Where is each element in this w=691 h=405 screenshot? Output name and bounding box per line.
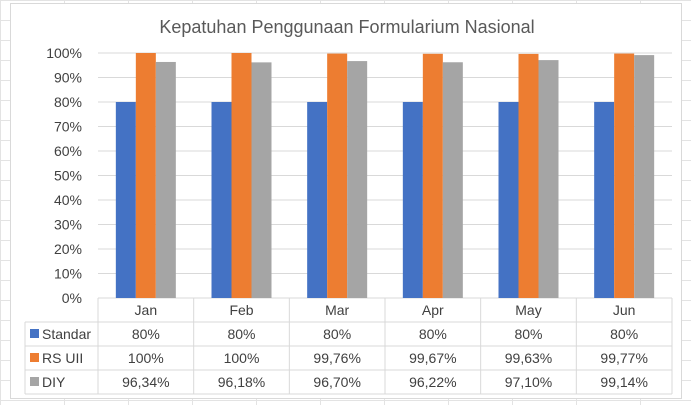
chart-svg: Kepatuhan Penggunaan Formularium Nasiona… <box>24 17 673 395</box>
category-label: Apr <box>422 302 444 318</box>
data-label: 99,63% <box>505 350 552 366</box>
y-axis: 0% 10% 20% 30% 40% 50% 60% 70% 80% 90% 100% <box>46 45 82 306</box>
bar-standar <box>307 102 328 298</box>
legend-label: Standar <box>42 326 91 342</box>
bar-rs-uii <box>518 53 539 299</box>
data-label: 80% <box>514 326 542 342</box>
data-label: 80% <box>323 326 351 342</box>
data-label: 100% <box>128 350 164 366</box>
bar-diy <box>634 55 655 299</box>
bars <box>115 53 655 299</box>
bar-diy <box>442 62 463 298</box>
legend-label: RS UII <box>42 350 83 366</box>
bar-standar <box>594 102 615 298</box>
y-tick-label: 100% <box>46 45 82 61</box>
data-label: 99,76% <box>313 350 360 366</box>
category-label: May <box>515 302 541 318</box>
data-label: 99,67% <box>409 350 456 366</box>
bar-rs-uii <box>135 53 156 298</box>
data-label: 80% <box>227 326 255 342</box>
data-label: 100% <box>224 350 260 366</box>
data-label: 80% <box>132 326 160 342</box>
data-label: 80% <box>610 326 638 342</box>
chart-area[interactable]: Kepatuhan Penggunaan Formularium Nasiona… <box>10 3 682 399</box>
bar-rs-uii <box>422 53 443 298</box>
data-label: 96,34% <box>122 374 169 390</box>
legend-label: DIY <box>42 374 66 390</box>
data-label: 96,18% <box>218 374 265 390</box>
data-label: 99,14% <box>600 374 647 390</box>
data-label: 96,70% <box>313 374 360 390</box>
bar-diy <box>347 61 368 299</box>
y-tick-label: 0% <box>62 290 82 306</box>
legend-key-diy <box>30 377 39 386</box>
data-table: Jan Feb Mar Apr May Jun Standar 80% 80% 80% 80% 80%… <box>24 298 673 395</box>
bar-standar <box>211 102 232 298</box>
category-label: Jun <box>613 302 636 318</box>
y-tick-label: 60% <box>54 143 82 159</box>
chart-title: Kepatuhan Penggunaan Formularium Nasiona… <box>159 17 534 37</box>
y-tick-label: 40% <box>54 192 82 208</box>
y-tick-label: 80% <box>54 94 82 110</box>
y-tick-label: 50% <box>54 168 82 184</box>
bar-diy <box>251 62 272 298</box>
data-label: 97,10% <box>505 374 552 390</box>
data-label: 96,22% <box>409 374 456 390</box>
data-label: 99,77% <box>600 350 647 366</box>
y-tick-label: 30% <box>54 217 82 233</box>
category-label: Jan <box>135 302 158 318</box>
data-label: 80% <box>419 326 447 342</box>
bar-standar <box>115 102 136 298</box>
legend-key-rs-uii <box>30 353 39 362</box>
gridlines <box>98 52 672 299</box>
bar-standar <box>498 102 519 298</box>
y-tick-label: 20% <box>54 241 82 257</box>
bar-rs-uii <box>614 53 635 298</box>
y-tick-label: 90% <box>54 70 82 86</box>
category-label: Feb <box>229 302 253 318</box>
bar-standar <box>402 102 423 298</box>
y-tick-label: 10% <box>54 266 82 282</box>
bar-diy <box>538 60 559 299</box>
category-label: Mar <box>325 302 349 318</box>
bar-diy <box>155 61 176 299</box>
y-tick-label: 70% <box>54 119 82 135</box>
legend-key-standar <box>30 329 39 338</box>
bar-rs-uii <box>231 53 252 298</box>
bar-rs-uii <box>327 53 348 299</box>
